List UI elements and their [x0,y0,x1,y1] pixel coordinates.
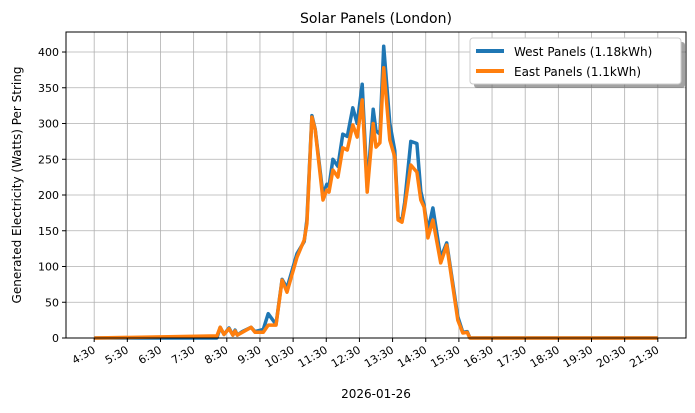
x-tick-label: 19:30 [561,343,595,370]
y-tick-label: 350 [38,82,59,95]
x-tick-label: 17:30 [495,343,529,370]
x-tick-label: 10:30 [263,343,297,370]
x-tick-label: 8:30 [202,343,230,367]
y-tick-label: 150 [38,225,59,238]
x-tick-label: 4:30 [70,343,98,367]
y-tick-label: 100 [38,261,59,274]
x-tick-label: 5:30 [103,343,131,367]
y-tick-label: 250 [38,153,59,166]
y-tick-label: 0 [52,332,59,345]
x-tick-label: 7:30 [169,343,197,367]
y-tick-label: 50 [45,296,59,309]
x-tick-label: 18:30 [528,343,562,370]
x-tick-label: 14:30 [395,343,429,370]
series-line-west [94,44,658,340]
legend-label-east: East Panels (1.1kWh) [514,65,641,79]
x-tick-label: 13:30 [362,343,396,370]
y-tick-label: 400 [38,46,59,59]
y-axis-label: Generated Electricity (Watts) Per String [10,67,24,304]
y-tick-label: 300 [38,118,59,131]
x-tick-label: 12:30 [329,343,363,370]
y-tick-label: 200 [38,189,59,202]
x-tick-label: 9:30 [236,343,264,367]
x-tick-label: 6:30 [136,343,164,367]
x-tick-label: 16:30 [462,343,496,370]
x-tick-label: 21:30 [627,343,661,370]
legend-label-west: West Panels (1.18kWh) [514,45,652,59]
series-line-east [94,65,658,340]
chart-title: Solar Panels (London) [300,11,452,27]
legend: West Panels (1.18kWh) East Panels (1.1kW… [469,37,685,88]
plot-frame [65,31,687,339]
x-tick-label: 15:30 [428,343,462,370]
x-tick-label: 11:30 [296,343,330,370]
x-tick-label: 20:30 [594,343,628,370]
x-axis-label: 2026-01-26 [341,387,411,401]
